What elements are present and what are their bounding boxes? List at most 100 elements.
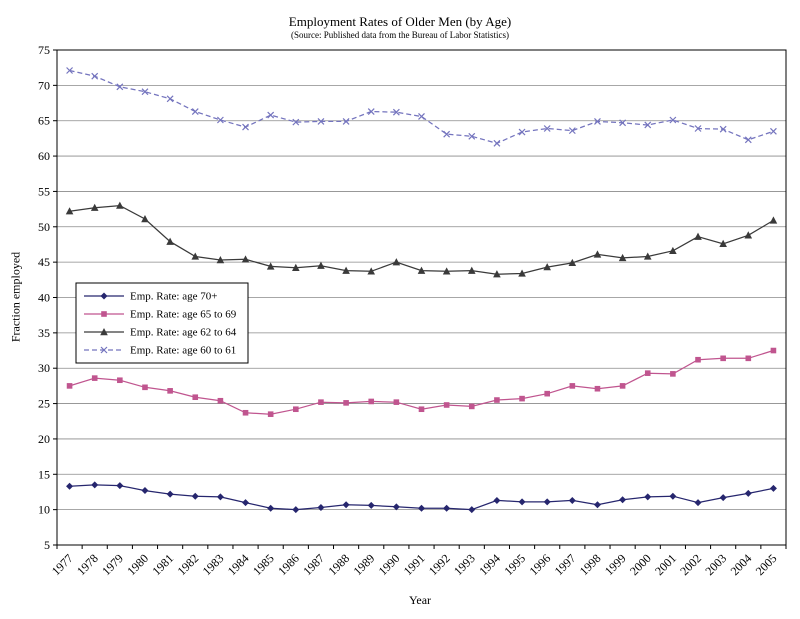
- square-marker: [217, 397, 224, 404]
- x-marker: [342, 117, 350, 125]
- x-tick-label: 1983: [200, 551, 227, 578]
- diamond-marker: [91, 481, 99, 489]
- triangle-marker: [493, 270, 501, 278]
- square-marker: [720, 355, 726, 362]
- diamond-marker: [568, 496, 576, 504]
- legend-label: Emp. Rate: age 70+: [130, 291, 217, 303]
- x-tick-label: 2001: [652, 551, 679, 578]
- x-marker: [367, 108, 375, 115]
- diamond-marker: [141, 487, 149, 495]
- square-marker: [393, 399, 400, 405]
- diamond-marker: [694, 499, 702, 507]
- diamond-marker: [769, 484, 777, 492]
- x-tick-label: 1997: [552, 551, 579, 578]
- x-tick-label: 1982: [175, 551, 202, 578]
- diamond-marker: [216, 493, 224, 501]
- diamond-marker: [317, 504, 325, 512]
- triangle-marker: [191, 252, 200, 260]
- triangle-marker: [317, 261, 325, 269]
- y-tick-label: 20: [38, 432, 50, 446]
- triangle-marker: [518, 269, 526, 277]
- x-marker: [242, 123, 249, 131]
- diamond-marker: [493, 496, 501, 504]
- square-marker: [318, 399, 324, 405]
- square-marker: [544, 390, 550, 397]
- x-tick-label: 1989: [350, 551, 377, 578]
- x-marker: [669, 116, 677, 124]
- x-tick-label: 2002: [677, 551, 704, 578]
- x-marker: [317, 117, 325, 125]
- y-tick-label: 40: [38, 291, 50, 305]
- square-marker: [192, 394, 199, 401]
- x-marker: [468, 132, 476, 140]
- x-tick-label: 1993: [451, 551, 478, 578]
- diamond-marker: [744, 489, 752, 497]
- chart-subtitle: (Source: Published data from the Bureau …: [291, 30, 509, 40]
- diamond-marker: [443, 504, 451, 512]
- diamond-marker: [518, 498, 526, 506]
- square-marker: [494, 397, 500, 403]
- y-tick-label: 70: [38, 78, 50, 92]
- triangle-marker: [719, 239, 727, 247]
- square-marker: [91, 375, 98, 381]
- x-tick-label: 1979: [99, 551, 126, 578]
- x-tick-label: 2004: [728, 551, 755, 578]
- x-marker: [166, 95, 174, 103]
- triangle-marker: [618, 253, 627, 262]
- series-line: [69, 69, 774, 144]
- x-marker: [292, 118, 300, 126]
- x-tick-label: 1998: [577, 551, 604, 578]
- triangle-marker: [643, 252, 652, 260]
- x-marker: [418, 113, 425, 120]
- square-marker: [695, 356, 701, 363]
- triangle-marker: [593, 250, 602, 258]
- x-marker: [191, 108, 199, 115]
- x-marker: [719, 125, 727, 133]
- square-marker: [117, 377, 123, 384]
- x-marker: [694, 125, 702, 132]
- plot-border: [56, 49, 787, 546]
- x-marker: [744, 136, 752, 144]
- x-tick-label: 1996: [526, 551, 553, 578]
- triangle-marker: [442, 267, 451, 275]
- triangle-marker: [543, 263, 551, 271]
- x-marker: [619, 119, 627, 127]
- x-tick-label: 1999: [602, 551, 629, 578]
- diamond-marker: [468, 506, 476, 514]
- diamond-marker: [418, 504, 425, 512]
- x-marker: [594, 117, 601, 125]
- y-tick-label: 50: [38, 220, 50, 234]
- square-marker: [619, 383, 626, 389]
- y-tick-label: 65: [38, 114, 50, 128]
- x-tick-label: 1992: [426, 551, 453, 578]
- x-tick-label: 2000: [627, 551, 654, 578]
- x-tick-label: 1988: [325, 551, 352, 578]
- x-tick-label: 1986: [275, 551, 302, 578]
- square-marker: [368, 398, 375, 405]
- triangle-marker: [568, 258, 577, 267]
- x-marker: [100, 346, 108, 354]
- square-marker: [101, 311, 107, 317]
- triangle-marker: [694, 232, 702, 240]
- y-tick-label: 10: [38, 503, 50, 517]
- diamond-marker: [619, 496, 627, 504]
- chart-title: Employment Rates of Older Men (by Age): [288, 14, 512, 29]
- series-line: [69, 204, 774, 275]
- triangle-marker: [241, 255, 250, 263]
- triangle-marker: [90, 203, 99, 211]
- x-tick-label: 1987: [300, 551, 327, 578]
- triangle-marker: [266, 262, 275, 270]
- square-marker: [468, 403, 475, 410]
- diamond-marker: [116, 482, 124, 490]
- x-marker: [141, 88, 149, 96]
- x-axis-label: Year: [408, 593, 432, 607]
- diamond-marker: [242, 499, 250, 507]
- triangle-marker: [116, 201, 124, 209]
- diamond-marker: [644, 493, 652, 501]
- x-marker: [66, 67, 73, 74]
- x-marker: [216, 116, 224, 124]
- square-marker: [418, 406, 425, 413]
- square-marker: [745, 355, 752, 362]
